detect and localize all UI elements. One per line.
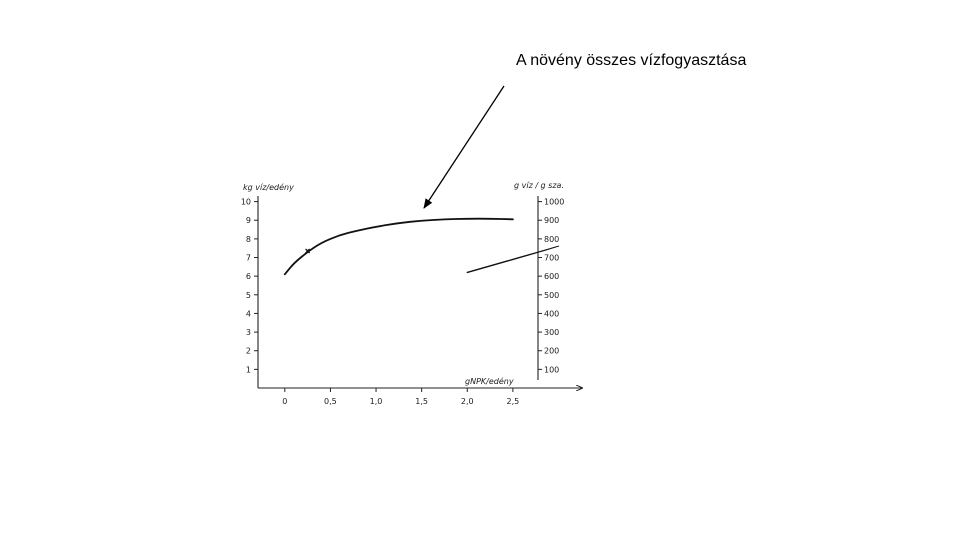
x-tick-label: 2,5 [507,397,520,406]
y-tick-label: 5 [246,291,251,300]
y2-tick-label: 200 [544,347,559,356]
y-tick-label: 7 [246,254,251,263]
y2-tick-label: 700 [544,254,559,263]
y-axis-title: kg víz/edény [243,182,294,192]
y2-tick-label: 1000 [544,198,564,207]
y-tick-label: 9 [246,216,251,225]
x-tick-label: 2,0 [461,397,474,406]
x-tick-label: 1,5 [415,397,428,406]
y2-tick-label: 600 [544,272,559,281]
x-tick-label: 0 [282,397,287,406]
annotation-label: A növény összes vízfogyasztása [516,52,747,69]
series-line-water-consumption [283,217,514,276]
y2-tick-label: 800 [544,235,559,244]
y-tick-label: 4 [246,309,251,318]
y-tick-label: 1 [246,365,251,374]
chart-series [283,217,560,276]
y2-tick-label: 400 [544,309,559,318]
y2-tick-label: 900 [544,216,559,225]
annotation-arrow [423,85,505,209]
x-tick-label: 0,5 [324,397,337,406]
y-tick-label: 8 [246,235,251,244]
y2-tick-label: 100 [544,365,559,374]
series-line-secondary [466,245,560,274]
y-tick-label: 6 [246,272,251,281]
chart-axes [257,196,582,388]
y2-axis-title: g víz / g sza. [514,181,564,190]
data-marker [305,248,311,254]
x-tick-label: 1,0 [370,397,383,406]
y-tick-label: 2 [246,347,251,356]
y2-tick-label: 300 [544,328,559,337]
y2-tick-label: 500 [544,291,559,300]
x-axis-title: gNPK/edény [465,376,514,386]
chart-ticks: 1 2 3 4 5 6 7 8 9 10 100 200 300 400 500 600 700 800 900 10… [241,198,565,406]
y-tick-label: 3 [246,328,251,337]
y-tick-label: 10 [241,198,251,207]
